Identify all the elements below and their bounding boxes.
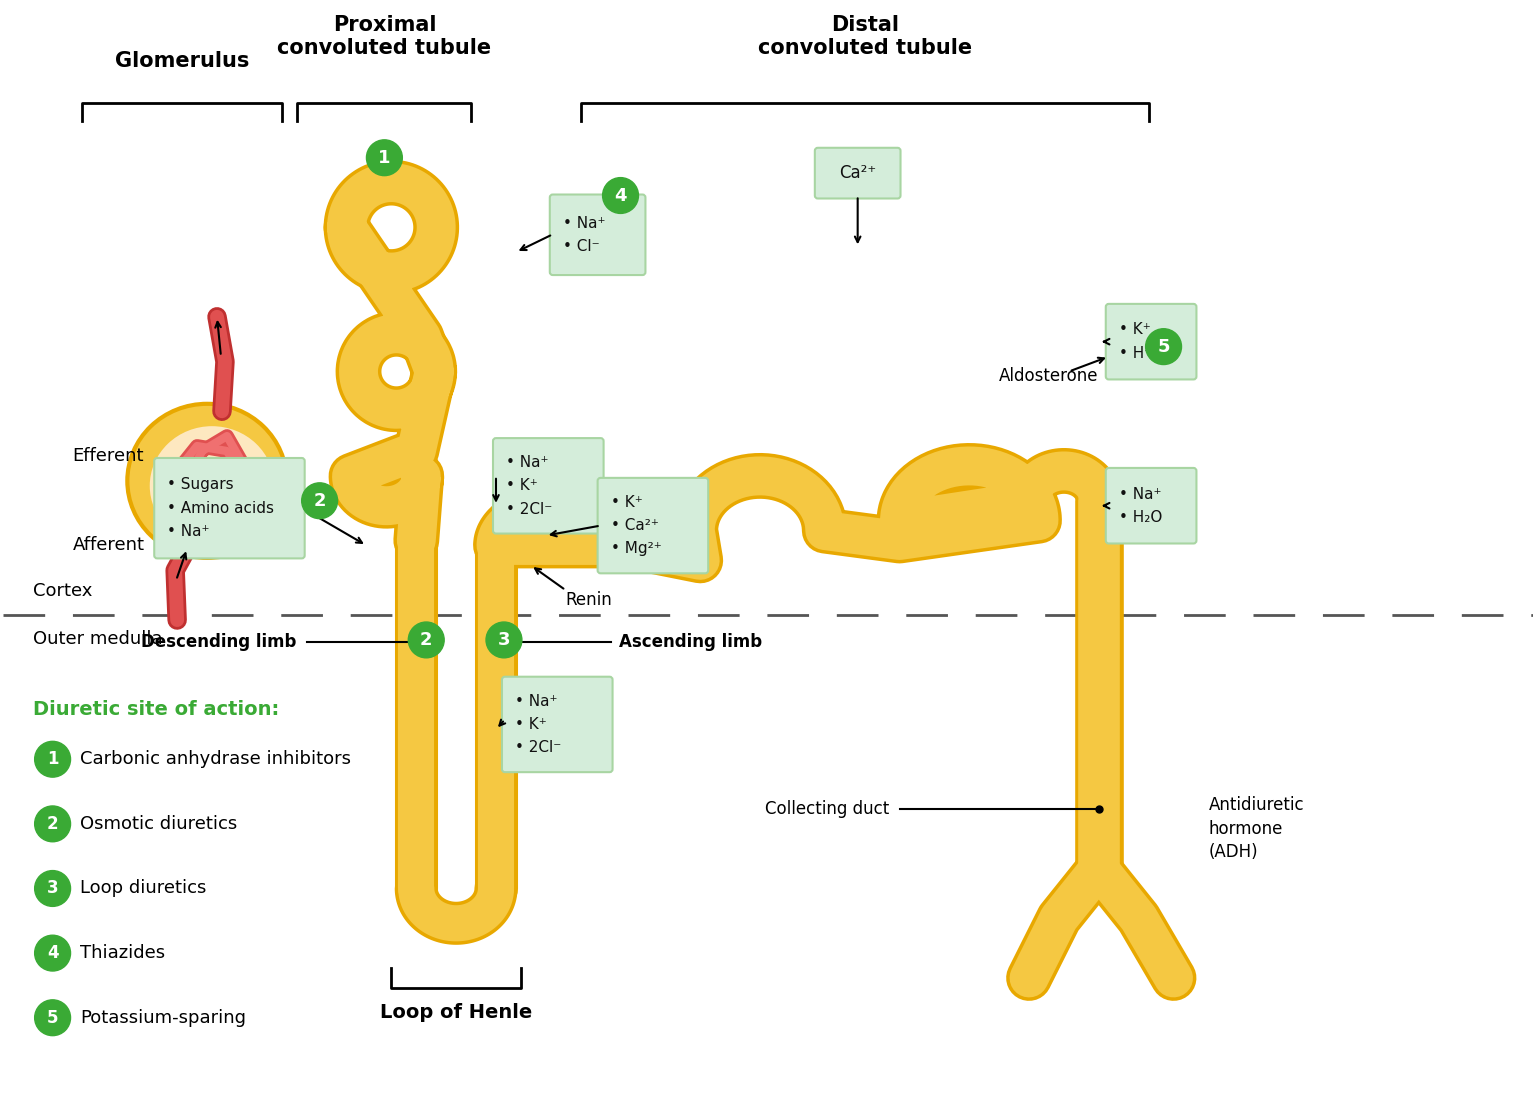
Text: Outer medulla: Outer medulla [32,630,163,648]
Text: 1: 1 [378,149,390,166]
Ellipse shape [127,404,287,558]
Text: 2: 2 [46,815,58,833]
Text: Thiazides: Thiazides [80,944,166,963]
Text: Renin: Renin [565,591,613,609]
Text: 5: 5 [1157,337,1170,356]
Text: Ca²⁺: Ca²⁺ [839,164,877,182]
Text: 1: 1 [46,750,58,769]
Text: • K⁺
• Ca²⁺
• Mg²⁺: • K⁺ • Ca²⁺ • Mg²⁺ [611,495,662,557]
Text: Proximal
convoluted tubule: Proximal convoluted tubule [278,16,492,59]
Text: 4: 4 [614,186,627,204]
Text: Diuretic site of action:: Diuretic site of action: [32,700,280,719]
Text: Loop diuretics: Loop diuretics [80,879,207,897]
Circle shape [1146,328,1181,365]
Text: • Na⁺
• K⁺
• 2Cl⁻: • Na⁺ • K⁺ • 2Cl⁻ [515,693,561,755]
Circle shape [35,741,71,777]
Text: 4: 4 [46,944,58,963]
Text: Osmotic diuretics: Osmotic diuretics [80,815,238,833]
Circle shape [35,806,71,842]
Circle shape [301,482,338,519]
FancyBboxPatch shape [550,194,645,275]
Circle shape [367,140,402,175]
FancyBboxPatch shape [493,438,604,533]
FancyBboxPatch shape [598,478,708,573]
Text: Carbonic anhydrase inhibitors: Carbonic anhydrase inhibitors [80,750,352,769]
Circle shape [35,871,71,906]
FancyBboxPatch shape [1106,468,1197,543]
Text: Loop of Henle: Loop of Henle [379,1003,533,1021]
Text: • Sugars
• Amino acids
• Na⁺: • Sugars • Amino acids • Na⁺ [167,477,275,539]
Text: Potassium-sparing: Potassium-sparing [80,1009,246,1027]
Text: 3: 3 [46,879,58,897]
Text: 5: 5 [46,1009,58,1027]
Text: Aldosterone: Aldosterone [998,367,1098,386]
Text: Efferent: Efferent [72,447,144,465]
Text: 2: 2 [419,631,433,649]
FancyBboxPatch shape [154,458,304,559]
Circle shape [35,1000,71,1036]
Text: • Na⁺
• K⁺
• 2Cl⁻: • Na⁺ • K⁺ • 2Cl⁻ [505,455,553,517]
FancyBboxPatch shape [502,676,613,772]
Text: Ascending limb: Ascending limb [619,633,762,651]
Circle shape [602,177,639,213]
Text: Afferent: Afferent [72,537,144,554]
Text: • Na⁺
• Cl⁻: • Na⁺ • Cl⁻ [562,215,605,254]
Text: Glomerulus: Glomerulus [115,51,249,71]
Text: Cortex: Cortex [32,582,92,600]
Text: • K⁺
• H⁺: • K⁺ • H⁺ [1118,323,1152,360]
Circle shape [485,622,522,658]
Text: 2: 2 [313,491,326,510]
Circle shape [35,935,71,971]
Circle shape [409,622,444,658]
Text: • Na⁺
• H₂O: • Na⁺ • H₂O [1118,487,1163,525]
FancyBboxPatch shape [1106,304,1197,379]
Text: Descending limb: Descending limb [141,633,296,651]
Text: Distal
convoluted tubule: Distal convoluted tubule [757,16,972,59]
FancyBboxPatch shape [814,147,900,199]
Text: Antidiuretic
hormone
(ADH): Antidiuretic hormone (ADH) [1209,796,1304,862]
Text: Collecting duct: Collecting duct [765,800,889,818]
Ellipse shape [149,426,275,546]
Text: 3: 3 [498,631,510,649]
